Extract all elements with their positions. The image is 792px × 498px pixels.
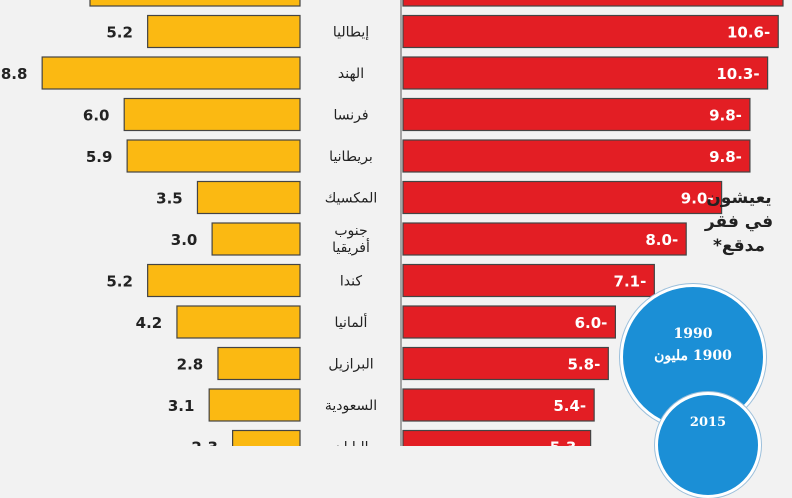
label-negative-1: 10.6- bbox=[727, 24, 770, 42]
circle-2015-year: 2015 bbox=[689, 415, 727, 430]
bar-negative-7 bbox=[402, 263, 655, 298]
label-negative-8: 6.0- bbox=[575, 314, 608, 332]
label-positive-10: 3.1 bbox=[168, 397, 195, 415]
label-positive-9: 2.8 bbox=[177, 356, 204, 374]
label-positive-11: 2.3 bbox=[191, 439, 218, 447]
label-negative-9: 5.8- bbox=[568, 356, 601, 374]
bar-positive-0 bbox=[89, 0, 301, 7]
label-positive-6: 3.0 bbox=[171, 231, 198, 249]
poverty-circle-2015: 2015 bbox=[655, 392, 761, 498]
bar-negative-11 bbox=[402, 429, 592, 446]
bar-positive-3 bbox=[123, 97, 301, 132]
bar-positive-10 bbox=[208, 388, 301, 422]
bar-chart: 5.2 10.6- إيطاليا 8.8 10.3- الهند 6.0 9.8- فرنسا… bbox=[1, 0, 784, 447]
bar-negative-9 bbox=[402, 346, 609, 381]
category-label-9: البرازيل bbox=[328, 357, 373, 373]
category-label-3: فرنسا bbox=[333, 108, 368, 124]
circle-1990-text: 1900 مليون bbox=[654, 348, 732, 364]
bar-positive-8 bbox=[176, 305, 301, 339]
label-negative-4: 9.8- bbox=[709, 148, 742, 166]
category-label-8: ألمانيا bbox=[335, 313, 368, 331]
note-line-1: يعيشون bbox=[706, 188, 772, 208]
bar-negative-3 bbox=[402, 97, 751, 132]
label-positive-7: 5.2 bbox=[106, 273, 133, 291]
label-negative-5: 9.0- bbox=[681, 190, 714, 208]
note-line-2: في فقر bbox=[704, 212, 774, 232]
category-label-10: السعودية bbox=[325, 398, 377, 414]
bar-negative-4 bbox=[402, 139, 751, 173]
category-label-2: الهند bbox=[338, 66, 364, 82]
bar-negative-1 bbox=[402, 14, 779, 49]
category-label-7: كندا bbox=[340, 274, 362, 290]
bar-positive-6 bbox=[211, 222, 301, 256]
label-positive-4: 5.9 bbox=[86, 148, 113, 166]
category-label-1: إيطاليا bbox=[333, 25, 369, 41]
category-label-4: بريطانيا bbox=[329, 149, 373, 165]
bar-negative-8 bbox=[402, 305, 616, 339]
bar-positive-7 bbox=[147, 263, 301, 298]
bar-positive-11 bbox=[232, 429, 301, 446]
label-negative-6: 8.0- bbox=[645, 231, 678, 249]
label-positive-5: 3.5 bbox=[156, 190, 183, 208]
poverty-note: يعيشون في فقر مدقع* bbox=[700, 186, 778, 258]
bar-positive-9 bbox=[217, 346, 301, 381]
note-line-3: مدقع* bbox=[713, 236, 765, 256]
bar-negative-2 bbox=[402, 56, 769, 90]
label-negative-10: 5.4- bbox=[553, 397, 586, 415]
bar-positive-2 bbox=[41, 56, 301, 90]
category-label-6: جنوب أفريقيا bbox=[332, 223, 370, 256]
label-negative-2: 10.3- bbox=[716, 65, 759, 83]
label-positive-1: 5.2 bbox=[106, 24, 133, 42]
bar-negative-6 bbox=[402, 222, 687, 256]
bar-negative-0 bbox=[402, 0, 784, 7]
label-negative-11: 5.3- bbox=[550, 439, 583, 447]
bar-positive-5 bbox=[196, 180, 301, 215]
label-positive-3: 6.0 bbox=[83, 107, 110, 125]
category-label-5: المكسيك bbox=[325, 191, 378, 207]
category-label-11: اليابان bbox=[333, 440, 368, 447]
label-positive-2: 8.8 bbox=[1, 65, 28, 83]
bar-positive-1 bbox=[147, 14, 301, 49]
bar-negative-5 bbox=[402, 180, 723, 215]
bar-positive-4 bbox=[126, 139, 301, 173]
circle-1990-year: 1990 bbox=[673, 326, 713, 342]
label-negative-7: 7.1- bbox=[614, 273, 647, 291]
label-positive-8: 4.2 bbox=[136, 314, 163, 332]
label-negative-3: 9.8- bbox=[709, 107, 742, 125]
bar-negative-10 bbox=[402, 388, 595, 422]
